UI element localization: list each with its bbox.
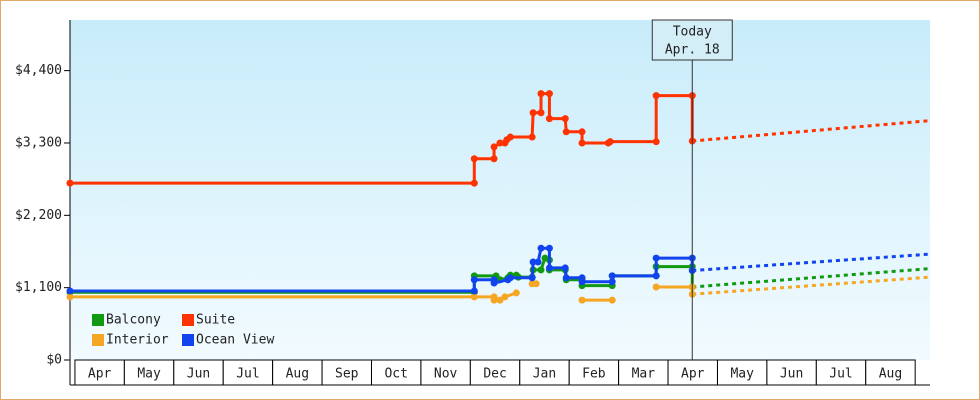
month-box — [618, 359, 669, 386]
month-box — [865, 359, 916, 386]
data-point — [578, 278, 586, 286]
month-box — [519, 359, 570, 386]
x-tick-label: Dec — [483, 367, 506, 382]
data-point — [501, 293, 509, 301]
month-box — [815, 359, 867, 386]
data-point — [561, 115, 569, 123]
x-tick-label: Jan — [533, 367, 556, 382]
today-box — [651, 19, 733, 61]
data-point — [534, 258, 542, 266]
legend-label: Balcony — [106, 313, 161, 328]
data-point — [66, 287, 74, 295]
data-point — [506, 274, 514, 282]
data-point — [652, 254, 660, 262]
data-point — [512, 289, 520, 297]
data-point — [66, 179, 74, 187]
data-point — [470, 155, 478, 163]
data-point — [490, 155, 498, 163]
legend-swatch — [92, 314, 104, 326]
legend-label: Suite — [196, 313, 235, 328]
x-tick-label: Apr — [88, 367, 112, 382]
legend-swatch — [182, 314, 194, 326]
data-point — [470, 287, 478, 295]
data-point — [545, 115, 553, 123]
data-point — [608, 278, 616, 286]
data-point — [470, 293, 478, 301]
x-tick-label: May — [137, 367, 161, 382]
month-box — [173, 359, 224, 386]
month-box — [667, 359, 718, 386]
y-tick-label: $3,300 — [15, 135, 62, 150]
y-tick-label: $0 — [46, 353, 62, 368]
data-point — [606, 138, 614, 146]
month-box — [123, 359, 175, 386]
plot-area — [70, 20, 930, 360]
month-box — [74, 359, 125, 386]
data-point — [66, 293, 74, 301]
data-point — [529, 258, 537, 266]
data-point — [496, 139, 504, 147]
x-tick-label: Jul — [829, 367, 852, 382]
data-point — [652, 283, 660, 291]
data-point — [470, 179, 478, 187]
y-tick-label: $1,100 — [15, 280, 62, 295]
legend-swatch — [182, 334, 194, 346]
data-point — [652, 92, 660, 100]
data-point — [496, 296, 504, 304]
x-tick-label: Feb — [582, 367, 606, 382]
x-tick-label: Aug — [286, 367, 309, 382]
data-point — [470, 276, 478, 284]
month-box — [766, 359, 817, 386]
data-point — [561, 264, 569, 272]
y-tick-label: $4,400 — [15, 63, 62, 78]
legend-label: Interior — [106, 333, 169, 348]
month-box — [272, 359, 323, 386]
data-point — [608, 272, 616, 280]
data-point — [537, 90, 545, 98]
data-point — [578, 139, 586, 147]
x-tick-label: May — [730, 367, 754, 382]
x-tick-label: Aug — [879, 367, 902, 382]
data-point — [652, 272, 660, 280]
data-point — [608, 296, 616, 304]
data-point — [545, 244, 553, 252]
data-point — [537, 266, 545, 274]
x-tick-label: Mar — [632, 367, 656, 382]
legend-label: Ocean View — [196, 333, 274, 348]
x-tick-label: Jun — [780, 367, 803, 382]
data-point — [537, 109, 545, 117]
data-point — [506, 133, 514, 141]
legend-swatch — [92, 334, 104, 346]
month-box — [420, 359, 471, 386]
today-label: Today — [673, 25, 712, 40]
x-tick-label: Jul — [236, 367, 259, 382]
data-point — [490, 296, 498, 304]
data-point — [578, 296, 586, 304]
data-point — [532, 280, 540, 288]
data-point — [537, 244, 545, 252]
month-box — [222, 359, 274, 386]
data-point — [490, 143, 498, 151]
data-point — [528, 274, 536, 282]
data-point — [562, 274, 570, 282]
today-label: Apr. 18 — [665, 43, 720, 58]
data-point — [545, 90, 553, 98]
x-tick-label: Apr — [681, 367, 705, 382]
x-tick-label: Jun — [187, 367, 210, 382]
x-tick-label: Nov — [434, 367, 458, 382]
x-tick-label: Sep — [335, 367, 359, 382]
data-point — [529, 109, 537, 117]
data-point — [652, 138, 660, 146]
data-point — [490, 279, 498, 287]
data-point — [545, 264, 553, 272]
y-tick-label: $2,200 — [15, 208, 62, 223]
data-point — [578, 128, 586, 136]
data-point — [562, 128, 570, 136]
x-tick-label: Oct — [384, 367, 407, 382]
data-point — [528, 133, 536, 141]
